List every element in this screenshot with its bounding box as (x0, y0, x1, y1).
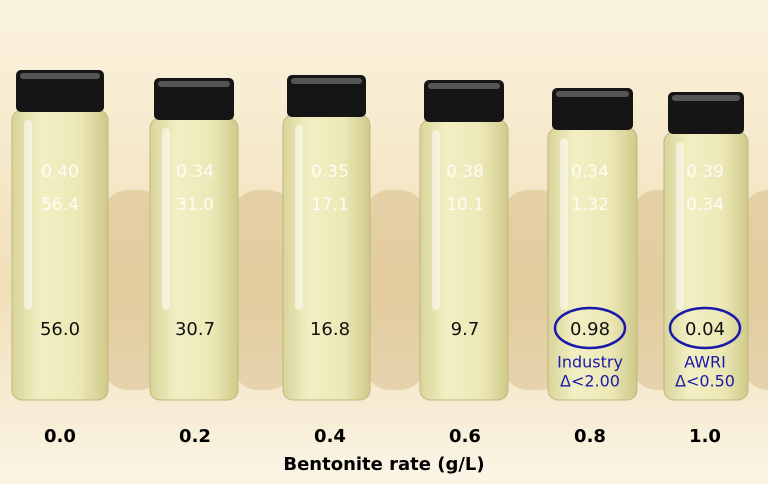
middle-reading: 56.4 (41, 195, 79, 215)
bottom-reading: 16.8 (310, 319, 350, 340)
bottom-reading: 9.7 (451, 319, 480, 340)
top-reading: 0.34 (571, 162, 609, 182)
annotation: Δ<2.00 (560, 372, 620, 391)
vial-shadow (233, 190, 293, 390)
vial-shadow (743, 190, 768, 390)
highlight-circle (668, 306, 742, 350)
middle-reading: 31.0 (176, 195, 214, 215)
top-reading: 0.38 (446, 162, 484, 182)
cap-shine (291, 78, 362, 84)
vial-cap (287, 75, 366, 117)
vial-cap (16, 70, 104, 112)
annotation: AWRI (684, 353, 726, 372)
cap-shine (20, 73, 100, 79)
vial-shadow (365, 190, 425, 390)
top-reading: 0.39 (686, 162, 724, 182)
vial-shadow (103, 190, 163, 390)
axis-label: Bentonite rate (g/L) (283, 454, 484, 475)
top-reading: 0.34 (176, 162, 214, 182)
bottom-reading: 0.98 (570, 319, 610, 340)
middle-reading: 10.1 (446, 195, 484, 215)
rate-label: 0.6 (449, 426, 481, 447)
cap-shine (556, 91, 629, 97)
highlight-circle (553, 306, 627, 350)
rate-label: 1.0 (689, 426, 721, 447)
vial-cap (668, 92, 744, 134)
vial-highlight (432, 130, 440, 310)
rate-label: 0.2 (179, 426, 211, 447)
vial-cap (424, 80, 504, 122)
vial-highlight (162, 128, 170, 310)
vial-cap (552, 88, 633, 130)
vial-highlight (24, 120, 32, 310)
middle-reading: 1.32 (571, 195, 609, 215)
vial-highlight (676, 142, 684, 310)
top-reading: 0.35 (311, 162, 349, 182)
cap-shine (672, 95, 740, 101)
rate-label: 0.4 (314, 426, 346, 447)
cap-shine (428, 83, 500, 89)
bottom-reading: 30.7 (175, 319, 215, 340)
rate-label: 0.8 (574, 426, 606, 447)
cap-shine (158, 81, 230, 87)
bottom-reading: 0.04 (685, 319, 725, 340)
annotation: Δ<0.50 (675, 372, 735, 391)
bottom-reading: 56.0 (40, 319, 80, 340)
vial-highlight (560, 138, 568, 310)
annotation: Industry (557, 353, 623, 372)
middle-reading: 17.1 (311, 195, 349, 215)
rate-label: 0.0 (44, 426, 76, 447)
vial-highlight (295, 125, 303, 310)
top-reading: 0.40 (41, 162, 79, 182)
vial-cap (154, 78, 234, 120)
middle-reading: 0.34 (686, 195, 724, 215)
